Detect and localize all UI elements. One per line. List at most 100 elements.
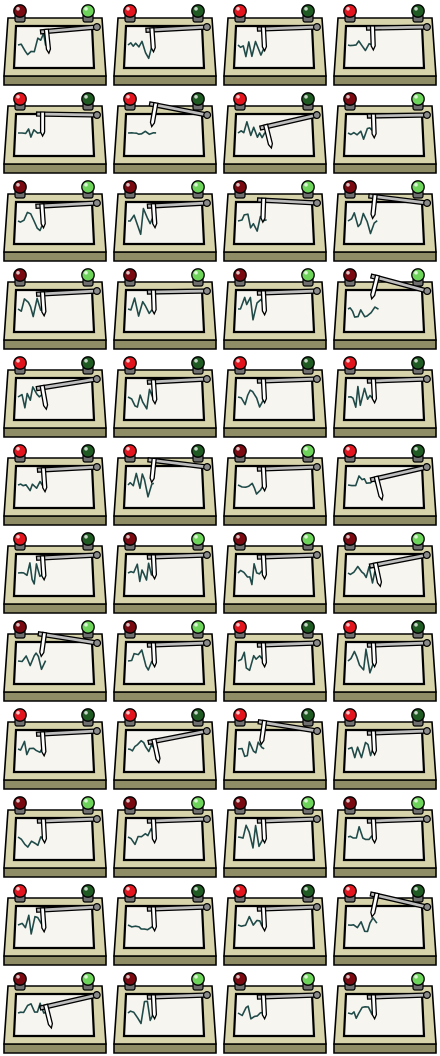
stylus-icon: [370, 274, 381, 301]
green-light-icon: [301, 180, 315, 199]
red-light-icon: [343, 532, 357, 551]
seismic-trace: [237, 121, 268, 139]
stylus-icon: [39, 384, 49, 411]
paper-sheet: [12, 464, 96, 510]
green-light-icon: [81, 444, 95, 463]
red-light-icon: [343, 268, 357, 287]
seismograph-frame: [113, 972, 217, 1054]
seismic-trace: [127, 649, 155, 671]
seismograph-base-front: [3, 603, 107, 614]
green-light-icon: [411, 92, 425, 111]
stylus-icon: [150, 642, 158, 669]
recording-arm: [36, 815, 101, 845]
seismograph-frame: [333, 532, 437, 614]
recording-arm: [366, 639, 431, 669]
green-light-icon: [411, 884, 425, 903]
red-light-icon: [343, 180, 357, 199]
seismic-trace: [17, 211, 45, 232]
stylus-icon: [151, 738, 161, 765]
stylus-icon: [150, 378, 158, 406]
green-light-icon: [301, 532, 315, 551]
stylus-icon: [149, 457, 157, 484]
green-light-icon: [301, 796, 315, 815]
seismograph-base-front: [223, 75, 327, 86]
recording-arm: [145, 23, 211, 54]
seismic-trace: [237, 389, 265, 408]
paper-sheet: [232, 24, 316, 70]
paper-sheet: [342, 464, 426, 510]
paper-sheet: [122, 288, 206, 334]
seismograph-base-front: [223, 427, 327, 438]
paper-sheet: [122, 464, 206, 510]
green-light-icon: [411, 620, 425, 639]
seismograph-frame: [3, 708, 107, 790]
green-light-icon: [301, 268, 315, 287]
seismic-trace: [17, 480, 46, 492]
green-light-icon: [81, 92, 95, 111]
seismograph-base-front: [223, 339, 327, 350]
seismograph-frame: [333, 356, 437, 438]
recording-arm: [256, 197, 322, 224]
stylus-icon: [39, 554, 47, 582]
seismic-trace: [127, 923, 157, 931]
seismograph-base-front: [3, 867, 107, 878]
recording-arm: [35, 903, 101, 934]
stylus-icon: [370, 642, 378, 669]
green-light-icon: [81, 268, 95, 287]
seismograph-base-front: [113, 427, 217, 438]
red-light-icon: [13, 884, 27, 903]
seismograph-base-front: [3, 1043, 107, 1054]
seismograph-frame: [113, 268, 217, 350]
red-light-icon: [13, 444, 27, 463]
seismograph-frame: [223, 972, 327, 1054]
green-light-icon: [81, 4, 95, 23]
seismograph-frame: [223, 180, 327, 262]
seismograph-base-front: [223, 603, 327, 614]
seismic-trace: [128, 207, 157, 236]
stylus-icon: [40, 818, 48, 845]
red-light-icon: [343, 708, 357, 727]
recording-arm: [256, 463, 321, 493]
red-light-icon: [123, 444, 137, 463]
recording-arm: [35, 375, 101, 411]
green-light-icon: [301, 4, 315, 23]
seismograph-base-front: [113, 75, 217, 86]
recording-arm: [256, 903, 321, 933]
green-light-icon: [301, 972, 315, 991]
recording-arm: [147, 727, 211, 765]
seismograph-base-front: [333, 427, 437, 438]
stylus-icon: [370, 818, 378, 845]
red-light-icon: [233, 356, 247, 375]
green-light-icon: [191, 532, 205, 551]
seismic-trace: [237, 651, 267, 672]
seismic-trace: [237, 40, 266, 58]
seismograph-base-front: [223, 867, 327, 878]
seismograph-frame: [113, 4, 217, 86]
seismograph-frame: [113, 796, 217, 878]
seismograph-frame: [113, 620, 217, 702]
green-light-icon: [81, 620, 95, 639]
red-light-icon: [123, 620, 137, 639]
recording-arm: [146, 639, 211, 669]
paper-sheet: [122, 816, 206, 862]
seismic-trace: [347, 306, 379, 318]
green-light-icon: [301, 708, 315, 727]
recording-arm: [36, 463, 101, 494]
stylus-icon: [370, 892, 380, 919]
stylus-icon: [150, 906, 158, 933]
seismograph-frame: [223, 796, 327, 878]
seismograph-base-front: [333, 603, 437, 614]
red-light-icon: [123, 92, 137, 111]
stylus-icon: [260, 906, 268, 933]
red-light-icon: [13, 92, 27, 111]
red-light-icon: [233, 532, 247, 551]
recording-arm: [146, 551, 211, 581]
seismic-trace: [127, 828, 156, 846]
green-light-icon: [191, 92, 205, 111]
seismic-trace: [127, 472, 155, 498]
recording-arm: [256, 815, 321, 845]
green-light-icon: [411, 4, 425, 23]
red-light-icon: [233, 268, 247, 287]
red-light-icon: [233, 796, 247, 815]
seismograph-frame: [3, 180, 107, 262]
